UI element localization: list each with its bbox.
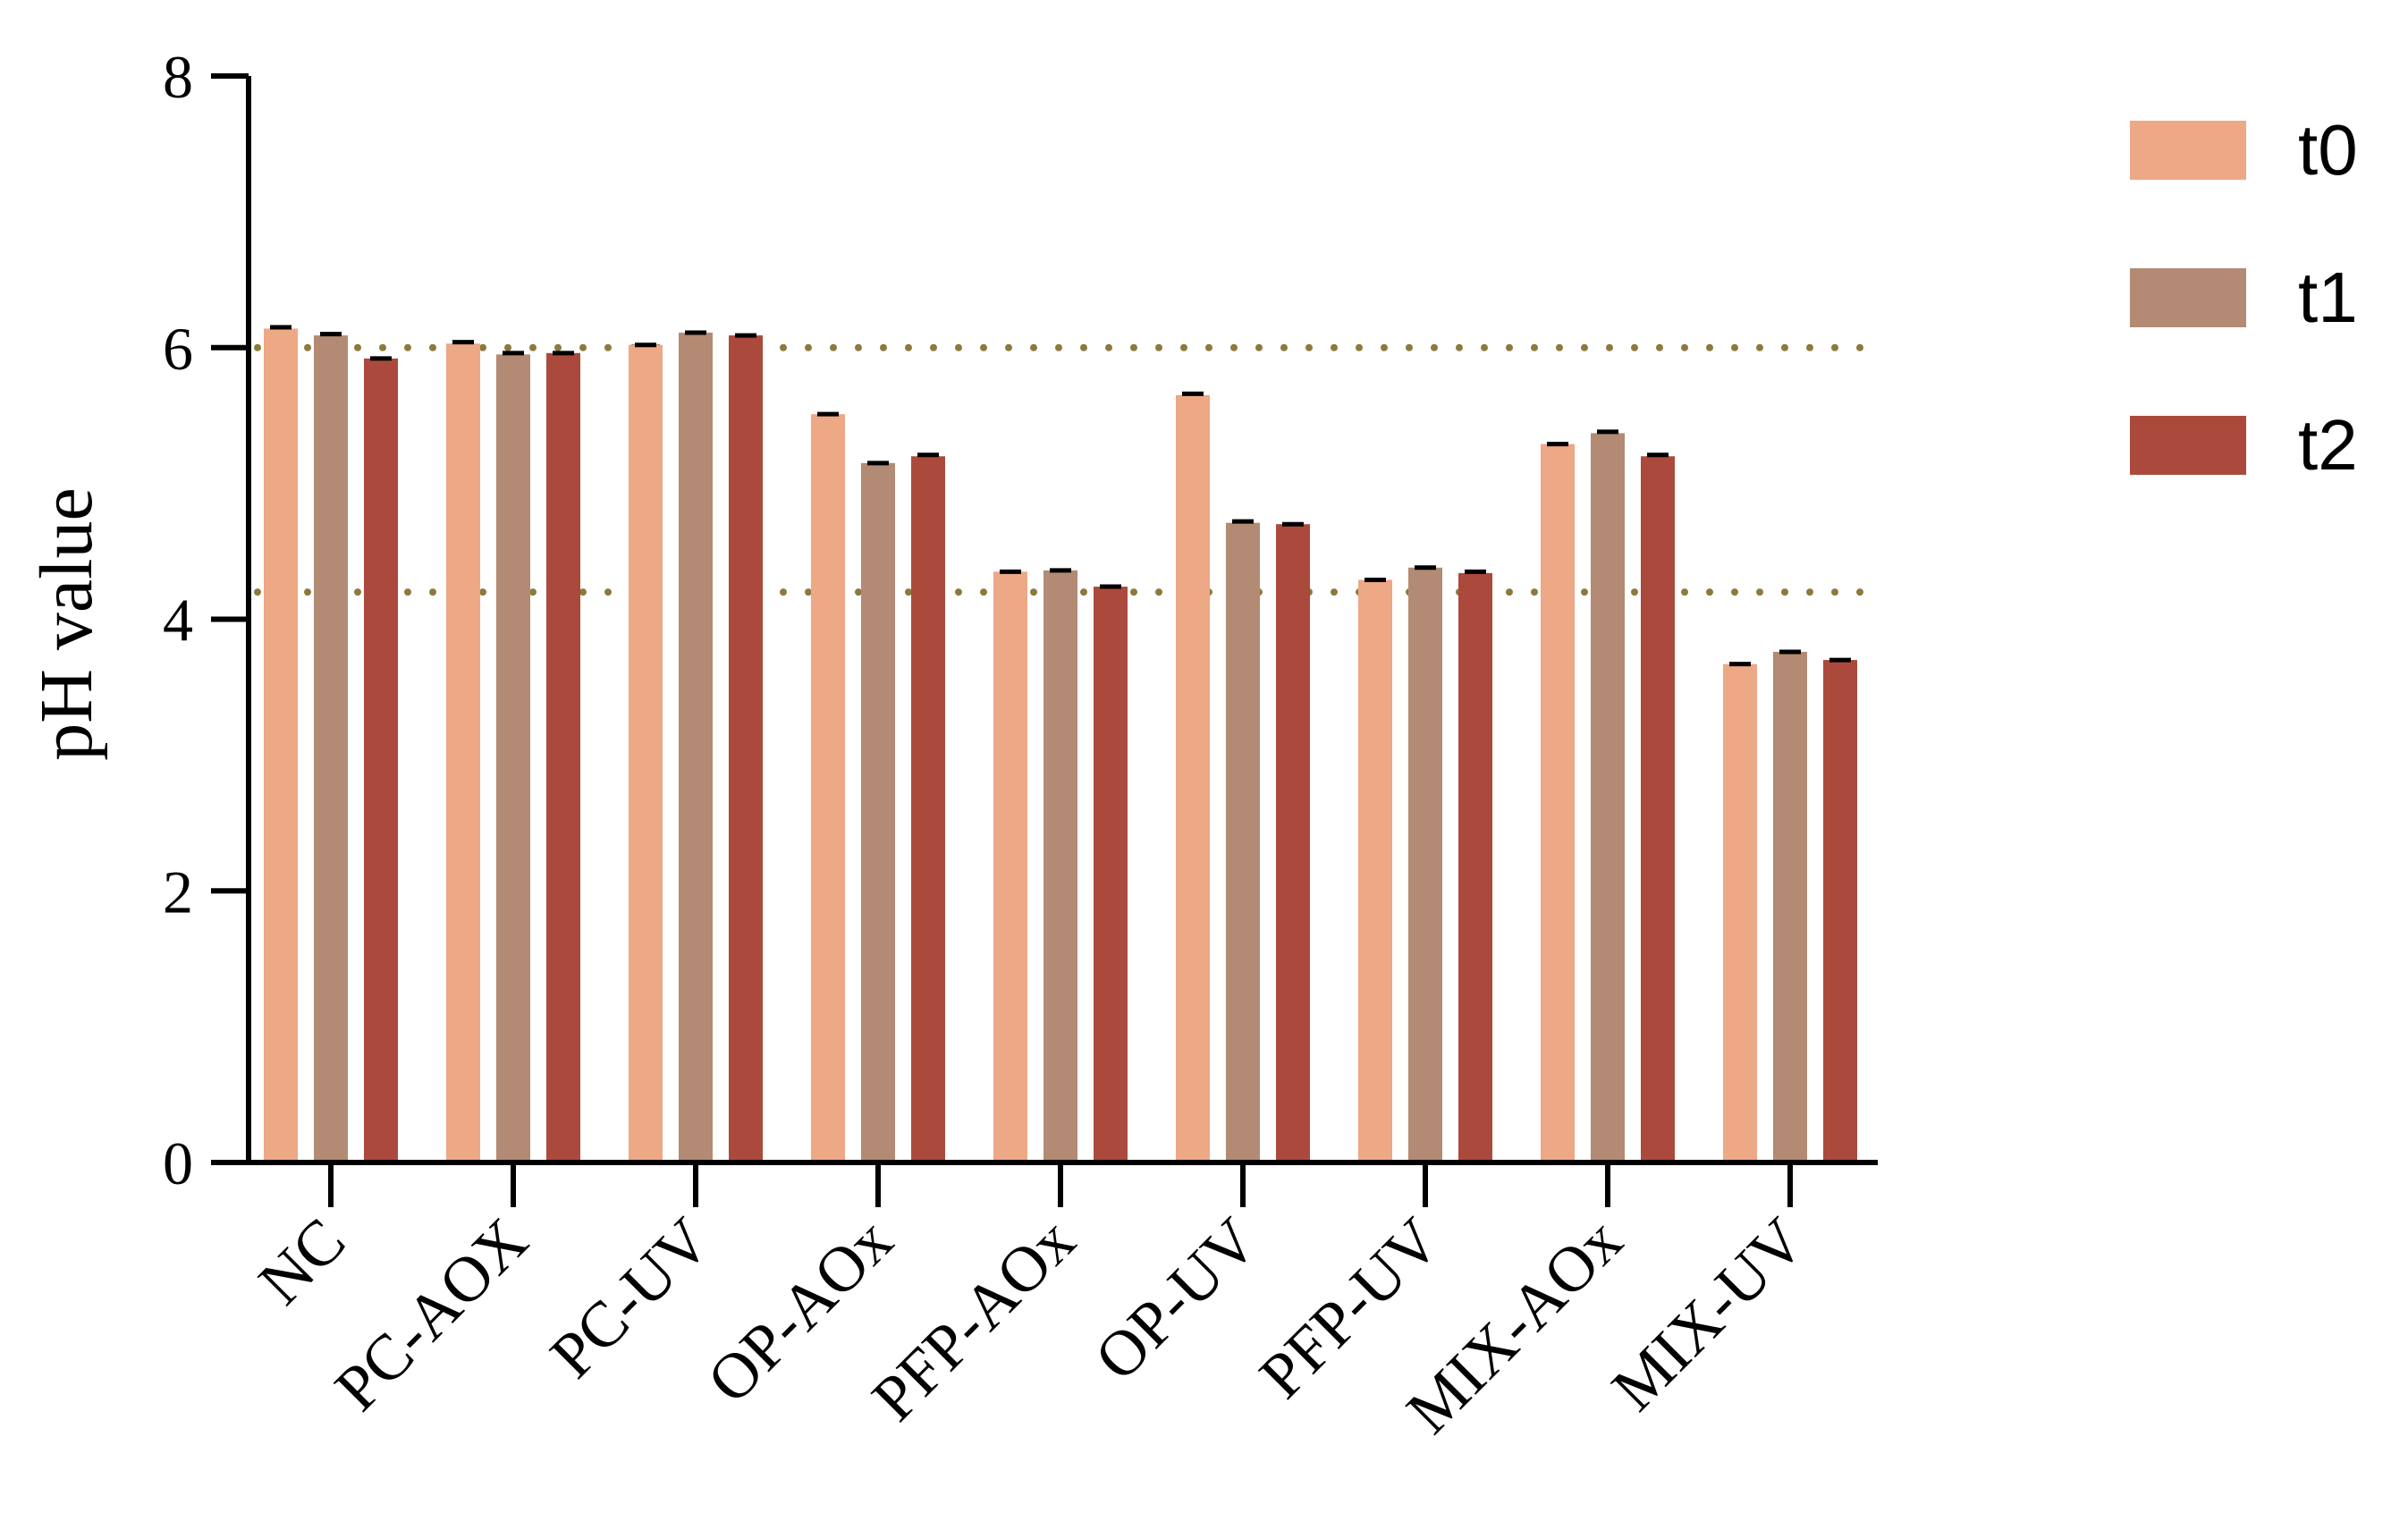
bar-t2-PFP-UV [1458, 572, 1492, 1162]
category-label-PC-AOX: PC-AOX [321, 1205, 541, 1424]
y-tick-label-6: 6 [163, 315, 193, 383]
y-tick-label-8: 8 [163, 43, 193, 111]
bar-t2-OP-UV [1276, 524, 1310, 1162]
bar-t0-OP-UV [1176, 394, 1210, 1162]
bar-t1-MIX-AOx [1591, 433, 1625, 1162]
y-tick-label-2: 2 [163, 858, 193, 926]
bar-t1-PFP-UV [1408, 567, 1442, 1162]
y-tick-label-0: 0 [163, 1129, 193, 1197]
category-label-MIX-UV: MIX-UV [1598, 1205, 1818, 1424]
y-tick-label-4: 4 [163, 587, 193, 655]
bar-t0-PFP-UV [1358, 579, 1392, 1162]
legend-swatch-t2 [2130, 416, 2246, 475]
bar-t2-MIX-AOx [1641, 456, 1675, 1162]
bar-t1-MIX-UV [1773, 651, 1807, 1162]
bar-t0-PFP-AOx [993, 571, 1027, 1162]
bar-t0-MIX-AOx [1541, 444, 1575, 1162]
x-ticks: NCPC-AOXPC-UVOP-AOxPFP-AOxOP-UVPFP-UVMIX… [245, 1162, 1818, 1447]
legend: t0 t1 t2 [2130, 110, 2358, 485]
legend-label-t0: t0 [2298, 110, 2358, 190]
bar-t1-PFP-AOx [1043, 570, 1077, 1162]
y-ticks: 0 2 4 6 8 [163, 43, 249, 1197]
legend-swatch-t0 [2130, 121, 2246, 180]
bar-t2-PC-AOX [546, 352, 580, 1162]
bar-t1-OP-UV [1226, 522, 1260, 1162]
bar-t0-OP-AOx [811, 414, 845, 1162]
bars [264, 328, 1857, 1163]
bar-t2-PC-UV [729, 335, 763, 1162]
category-label-PFP-AOx: PFP-AOx [858, 1205, 1088, 1434]
legend-label-t2: t2 [2298, 405, 2358, 485]
category-label-NC: NC [245, 1205, 359, 1318]
bar-t1-OP-AOx [861, 462, 895, 1162]
y-axis-title: pH value [25, 487, 108, 761]
bar-t0-PC-UV [629, 344, 663, 1162]
legend-label-t1: t1 [2298, 258, 2358, 337]
bar-t0-NC [264, 328, 298, 1162]
bar-t2-OP-AOx [911, 456, 945, 1162]
bar-t2-NC [364, 358, 398, 1162]
bar-t0-MIX-UV [1723, 664, 1757, 1162]
bar-t2-PFP-AOx [1094, 587, 1128, 1162]
bar-t1-NC [314, 335, 348, 1162]
error-bars [270, 325, 1851, 667]
bar-t1-PC-UV [679, 333, 713, 1162]
bar-t0-PC-AOX [446, 343, 480, 1163]
legend-swatch-t1 [2130, 268, 2246, 327]
bar-t1-PC-AOX [496, 354, 530, 1162]
category-label-OP-UV: OP-UV [1081, 1205, 1271, 1394]
bar-t2-MIX-UV [1823, 660, 1857, 1162]
